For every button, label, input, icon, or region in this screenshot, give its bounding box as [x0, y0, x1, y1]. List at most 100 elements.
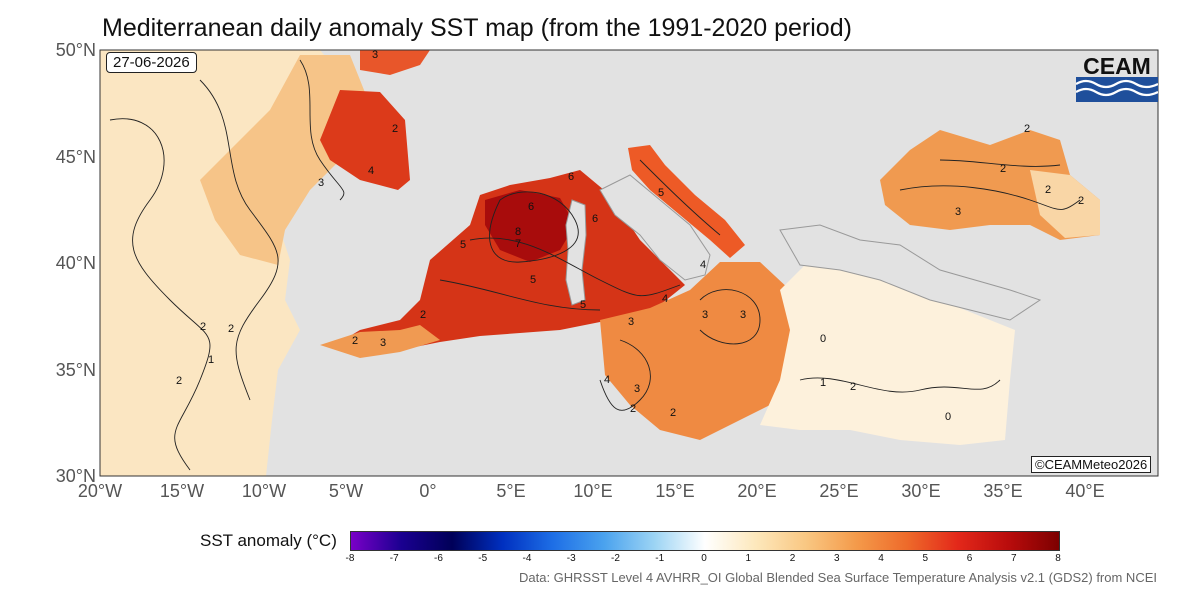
contour-label: 1: [820, 377, 826, 389]
colorbar-tick-label: 6: [966, 553, 973, 564]
colorbar-tick-label: -7: [389, 553, 399, 564]
lon-label: 10°W: [242, 481, 286, 501]
lon-label: 35°E: [983, 481, 1022, 501]
contour-label: 5: [580, 299, 586, 311]
logo-wave-line: [1076, 79, 1158, 89]
contour-label: 2: [176, 375, 182, 387]
colorbar-tick-label: 7: [1010, 553, 1017, 564]
lon-label: 5°W: [329, 481, 363, 501]
contour-label: 6: [592, 213, 598, 225]
lon-label: 30°E: [901, 481, 940, 501]
logo-wave-line: [1076, 87, 1158, 97]
contour-label: 3: [955, 206, 961, 218]
contour-label: 6: [568, 171, 574, 183]
gulf-of-lion-hotspot: [485, 190, 575, 262]
date-label: 27-06-2026: [106, 52, 197, 73]
colorbar-tick-label: -8: [345, 553, 355, 564]
contour-label: 5: [460, 239, 466, 251]
contour-label: 0: [820, 333, 826, 345]
atlantic-warm-band: [200, 55, 368, 265]
lon-label: 20°W: [78, 481, 122, 501]
contour-label: 4: [604, 374, 610, 386]
bay-of-biscay: [320, 90, 410, 190]
contour-label: 0: [945, 411, 951, 423]
latitude-axis: 50°N 45°N 40°N 35°N 30°N: [56, 40, 96, 486]
contour-label: 8: [515, 226, 521, 238]
contour-label: 2: [392, 123, 398, 135]
contour-label: 3: [380, 337, 386, 349]
contour-label: 2: [670, 407, 676, 419]
colorbar-tick-label: 2: [789, 553, 796, 564]
colorbar-title: SST anomaly (°C): [200, 531, 337, 550]
colorbar-tick-label: -2: [611, 553, 620, 564]
logo-text: CEAM: [1083, 54, 1151, 79]
colorbar-tick-label: 8: [1055, 553, 1061, 564]
colorbar: [350, 531, 1060, 551]
colorbar-tick-label: -4: [522, 553, 532, 564]
contour-label: 2: [1024, 123, 1030, 135]
contour-label: 2: [420, 309, 426, 321]
lon-label: 25°E: [819, 481, 858, 501]
copyright-label: ©CEAMMeteo2026: [1031, 456, 1152, 473]
contour-label: 3: [318, 177, 324, 189]
lon-label: 20°E: [737, 481, 776, 501]
contour-label: 4: [700, 259, 706, 271]
colorbar-tick-label: -6: [434, 553, 443, 564]
contour-label: 2: [1045, 184, 1051, 196]
contour-label: 2: [228, 323, 234, 335]
adriatic-sea: [628, 145, 745, 258]
colorbar-tick-label: -3: [566, 553, 576, 564]
contour-label: 3: [628, 316, 634, 328]
alboran-sea: [320, 325, 440, 358]
longitude-axis: 20°W 15°W 10°W 5°W 0° 5°E 10°E 15°E 20°E…: [78, 481, 1105, 501]
contour-label: 1: [208, 354, 214, 366]
lon-label: 10°E: [573, 481, 612, 501]
colorbar-tick-label: -1: [655, 553, 665, 564]
lon-label: 5°E: [496, 481, 525, 501]
lon-label: 15°W: [160, 481, 204, 501]
contour-label: 5: [658, 187, 664, 199]
contour-label: 4: [662, 293, 668, 305]
lat-label: 50°N: [56, 40, 96, 60]
contour-label: 3: [634, 383, 640, 395]
colorbar-tick-label: 4: [878, 553, 884, 564]
lon-label: 40°E: [1065, 481, 1104, 501]
contour-label: 2: [1000, 163, 1006, 175]
contour-label: 3: [702, 309, 708, 321]
lon-label: 0°: [419, 481, 436, 501]
lat-label: 40°N: [56, 253, 96, 273]
contour-label: 2: [352, 335, 358, 347]
contour-label: 5: [530, 274, 536, 286]
colorbar-tick-label: 0: [701, 553, 707, 564]
colorbar-tick-label: 1: [745, 553, 752, 564]
english-channel: [360, 50, 430, 75]
greece-turkey-land: [779, 224, 1042, 321]
colorbar-tick-label: -5: [478, 553, 488, 564]
contour-label-group: 3 2 3 4 6 6 8 7 5 5 5 6 5 4 4 3 3 4 2 3 …: [176, 49, 1084, 423]
contour-label: 2: [630, 403, 636, 415]
contour-label: 6: [528, 201, 534, 213]
map-frame: [99, 49, 1159, 477]
contour-lines: [109, 59, 1081, 471]
contour-label: 2: [1078, 195, 1084, 207]
lat-label: 45°N: [56, 147, 96, 167]
data-source-note: Data: GHRSST Level 4 AVHRR_OI Global Ble…: [518, 570, 1157, 585]
corsica-sardinia: [565, 199, 587, 306]
lat-label: 30°N: [56, 466, 96, 486]
contour-label: 2: [200, 321, 206, 333]
lat-label: 35°N: [56, 360, 96, 380]
map-title: Mediterranean daily anomaly SST map (fro…: [102, 14, 852, 42]
ceam-logo: CEAM: [1076, 54, 1158, 102]
colorbar-tick-label: 3: [833, 553, 840, 564]
italy-peninsula: [599, 174, 711, 281]
eastern-mediterranean: [760, 245, 1015, 445]
lon-label: 15°E: [655, 481, 694, 501]
western-mediterranean: [335, 170, 685, 350]
contour-label: 4: [368, 165, 374, 177]
colorbar-tick-label: 5: [922, 553, 929, 564]
contour-label: 2: [850, 381, 856, 393]
contour-label: 7: [515, 238, 521, 250]
contour-label: 3: [740, 309, 746, 321]
